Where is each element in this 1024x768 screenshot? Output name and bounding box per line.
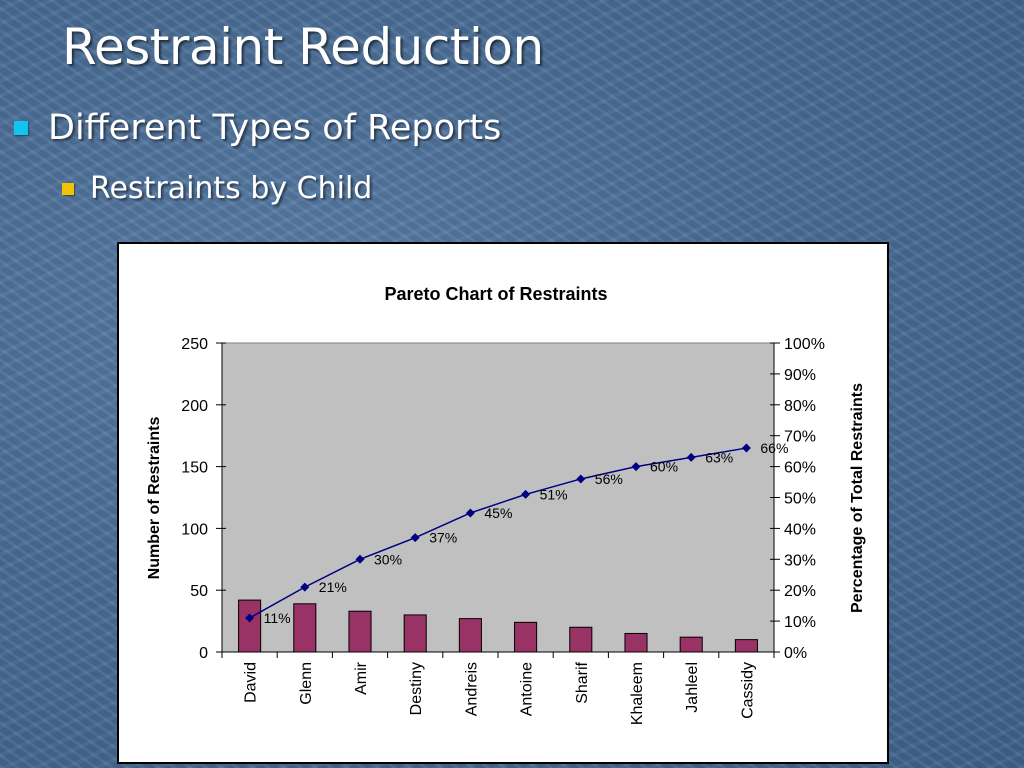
bar [514,621,538,653]
bullet-level2: Restraints by Child [62,171,372,206]
y2-tick-label: 30% [784,552,816,569]
bar [238,599,262,653]
bullet-level1: Different Types of Reports [14,108,501,148]
diamond-marker [741,443,751,453]
slide-title: Restraint Reduction [62,18,544,76]
diamond-marker [576,474,586,484]
y2-tick-label: 80% [784,398,816,415]
x-tick-label: Cassidy [739,662,756,719]
y2-tick-label: 0% [784,645,807,662]
bar [293,603,317,653]
x-tick-label: Sharif [574,661,591,703]
diamond-marker [465,508,475,518]
data-label: 37% [429,530,457,546]
y2-tick-label: 100% [784,336,825,353]
diamond-marker [686,452,696,462]
y2-tick-label: 60% [784,460,816,477]
bar [734,639,758,653]
cumulative-line [249,447,747,619]
data-label: 11% [264,610,291,626]
x-tick-label: Andreis [463,662,480,716]
data-label: 30% [374,551,402,567]
bar [458,618,482,653]
y-tick-label: 150 [181,460,208,477]
diamond-marker [521,489,531,499]
y-tick-label: 250 [181,336,208,353]
x-tick-label: David [243,662,260,703]
y2-tick-label: 70% [784,429,816,446]
x-tick-label: Jahleel [684,662,701,713]
bar [569,626,593,653]
y2-tick-label: 10% [784,614,816,631]
diamond-marker [300,582,310,592]
y-tick-label: 200 [181,398,208,415]
data-label: 21% [319,579,347,595]
data-label: 63% [705,449,733,465]
square-bullet-icon [62,182,74,195]
y-tick-label: 0 [199,645,208,662]
bar [624,632,648,653]
data-label: 51% [540,486,568,502]
pareto-chart: Pareto Chart of Restraints Number of Res… [146,284,866,725]
data-label: 45% [484,505,512,521]
x-tick-label: Glenn [298,662,315,705]
bar [348,610,372,653]
plot-area [221,342,775,653]
x-tick-label: Antoine [519,662,536,716]
bar [403,614,427,653]
data-label: 56% [595,471,623,487]
bullet-level2-text: Restraints by Child [90,171,373,206]
data-label: 60% [650,459,678,475]
y2-tick-label: 20% [784,583,816,600]
y2-tick-label: 50% [784,491,816,508]
chart-title: Pareto Chart of Restraints [384,284,607,304]
square-bullet-icon [14,121,28,135]
y2-tick-label: 90% [784,367,816,384]
data-label: 66% [760,440,788,456]
diamond-marker [355,554,365,564]
diamond-marker [410,533,420,543]
y-tick-label: 100 [181,521,208,538]
x-tick-label: Amir [353,661,370,695]
y-tick-label: 50 [190,583,208,600]
x-tick-label: Destiny [408,662,425,715]
bar [679,636,703,653]
x-tick-label: Khaleem [629,662,646,725]
diamond-marker [631,462,641,472]
diamond-marker [245,613,255,623]
chart-container: Pareto Chart of Restraints Number of Res… [117,242,889,764]
y2-axis-label: Percentage of Total Restraints [849,383,866,613]
bullet-level1-text: Different Types of Reports [48,108,502,148]
y-axis-label: Number of Restraints [146,417,163,580]
y2-tick-label: 40% [784,521,816,538]
